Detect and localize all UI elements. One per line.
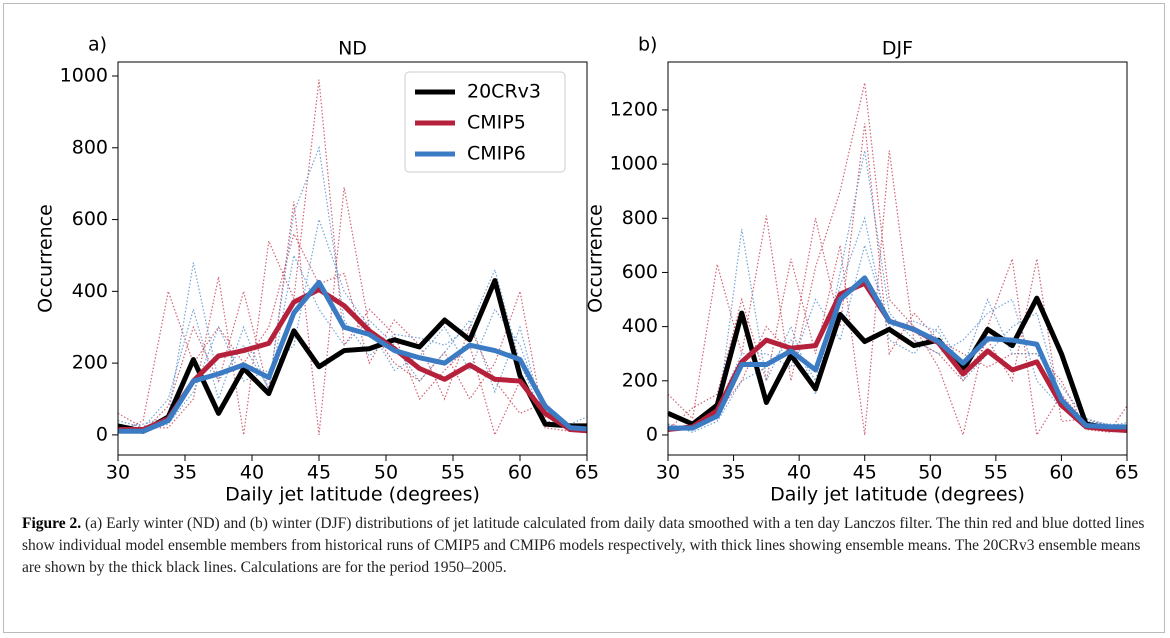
- ensemble-member-line: [118, 187, 587, 435]
- chart-title: DJF: [882, 38, 913, 60]
- ensemble-member-line: [668, 123, 1127, 433]
- x-tick-label: 60: [508, 462, 532, 484]
- ensemble-member-line: [118, 217, 587, 432]
- panel-label: b): [638, 34, 657, 56]
- y-tick-label: 200: [72, 352, 108, 374]
- x-tick-label: 60: [1049, 462, 1073, 484]
- x-tick-label: 30: [106, 462, 130, 484]
- mean-line: [118, 279, 587, 434]
- legend-label: CMIP5: [467, 112, 526, 134]
- ensemble-member-line: [668, 150, 1127, 428]
- y-tick-label: 800: [622, 207, 658, 229]
- y-tick-label: 600: [72, 208, 108, 230]
- ensemble-member-line: [668, 82, 1127, 438]
- y-tick-label: 0: [96, 423, 108, 445]
- x-tick-label: 30: [656, 462, 680, 484]
- x-tick-label: 35: [721, 462, 745, 484]
- y-tick-label: 400: [72, 280, 108, 302]
- x-tick-label: 50: [374, 462, 398, 484]
- x-tick-label: 55: [984, 462, 1008, 484]
- axes-frame: [667, 61, 1128, 456]
- ensemble-member-line: [118, 253, 587, 429]
- x-tick-label: 40: [787, 462, 811, 484]
- ensemble-member-line: [118, 145, 587, 429]
- y-tick-label: 1200: [610, 98, 658, 120]
- figure-frame: [3, 3, 1165, 633]
- x-tick-label: 35: [173, 462, 197, 484]
- x-tick-label: 45: [853, 462, 877, 484]
- legend-label: CMIP6: [467, 143, 526, 165]
- panel-label: a): [88, 34, 107, 56]
- mean-line: [118, 287, 587, 434]
- mean-line: [668, 295, 1127, 431]
- ensemble-member-line: [668, 150, 1127, 436]
- legend-box: [404, 71, 566, 173]
- x-tick-label: 50: [918, 462, 942, 484]
- x-axis-label: Daily jet latitude (degrees): [225, 484, 480, 506]
- chart-title: ND: [338, 38, 367, 60]
- y-axis-label: Occurrence: [585, 204, 607, 313]
- x-axis-label: Daily jet latitude (degrees): [770, 484, 1025, 506]
- ensemble-member-line: [668, 216, 1127, 433]
- axes-frame: [117, 61, 588, 456]
- x-tick-label: 55: [441, 462, 465, 484]
- x-tick-label: 45: [307, 462, 331, 484]
- plot-area: [668, 82, 1127, 438]
- y-tick-label: 1000: [610, 153, 658, 175]
- caption: Figure 2. (a) Early winter (ND) and (b) …: [22, 513, 1147, 579]
- caption-text: (a) Early winter (ND) and (b) winter (DJ…: [22, 515, 1145, 576]
- x-tick-label: 65: [1115, 462, 1139, 484]
- y-tick-label: 400: [622, 315, 658, 337]
- x-tick-label: 65: [575, 462, 599, 484]
- ensemble-member-line: [118, 232, 587, 434]
- y-tick-label: 800: [72, 136, 108, 158]
- y-tick-label: 1000: [60, 64, 108, 86]
- y-tick-label: 0: [646, 423, 658, 445]
- y-axis-label: Occurrence: [35, 204, 57, 313]
- x-tick-label: 40: [240, 462, 264, 484]
- y-tick-label: 200: [622, 369, 658, 391]
- y-tick-label: 600: [622, 261, 658, 283]
- legend-label: 20CRv3: [467, 81, 541, 103]
- plot-area: [118, 79, 587, 437]
- caption-label: Figure 2.: [22, 515, 82, 532]
- mean-line: [668, 275, 1127, 431]
